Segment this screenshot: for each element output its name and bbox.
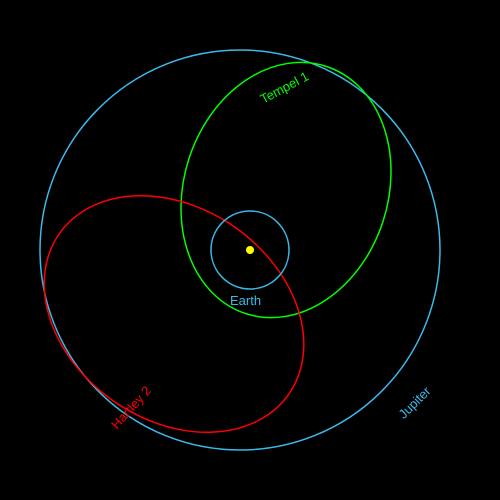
orbit-svg [0, 0, 500, 500]
orbital-diagram: Earth Jupiter Tempel 1 Hartley 2 [0, 0, 500, 500]
earth-label: Earth [230, 293, 261, 308]
sun [246, 246, 254, 254]
